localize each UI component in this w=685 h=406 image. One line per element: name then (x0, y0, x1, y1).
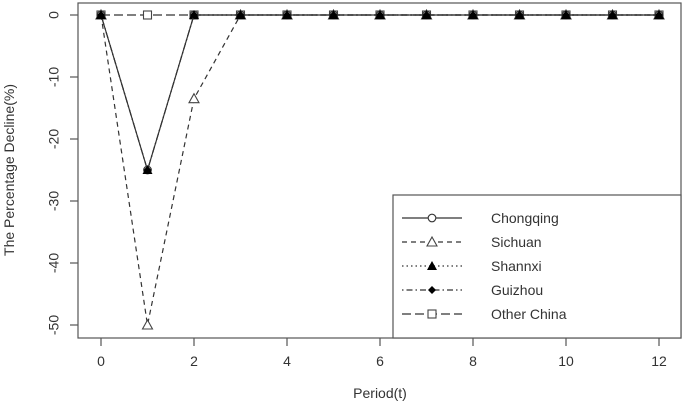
diamond-marker-icon (562, 11, 570, 19)
legend-label: Guizhou (491, 282, 543, 298)
legend-item: Sichuan (402, 234, 542, 250)
series-chongqing (96, 10, 664, 175)
legend-label: Chongqing (491, 210, 559, 226)
triangle-marker-icon (188, 92, 200, 104)
square-marker-icon (142, 10, 153, 20)
series-group (95, 8, 665, 330)
x-tick-label: 0 (97, 353, 105, 369)
y-tick-label: -20 (46, 129, 62, 149)
series-guizhou (97, 11, 663, 174)
legend-item: Other China (402, 306, 567, 322)
legend: Chongqing Sichuan Shannxi Guizhou Other Chin… (392, 194, 682, 339)
legend-item: Shannxi (402, 258, 542, 274)
y-tick-label: -50 (46, 315, 62, 335)
x-axis-label: Period(t) (353, 385, 407, 401)
filled-triangle-marker-icon (427, 261, 437, 270)
y-tick-label: -10 (46, 67, 62, 87)
triangle-marker-icon (426, 235, 438, 247)
diamond-marker-icon (376, 11, 384, 19)
square-marker-icon (427, 309, 437, 319)
y-tick-label: -30 (46, 191, 62, 211)
diamond-marker-icon (97, 11, 105, 19)
series-shannxi (96, 10, 664, 174)
x-tick-label: 6 (376, 353, 384, 369)
diamond-marker-icon (329, 11, 338, 19)
legend-item: Guizhou (402, 282, 543, 298)
diamond-marker-icon (515, 11, 524, 19)
diamond-marker-icon (422, 11, 431, 19)
diamond-marker-icon (143, 166, 152, 174)
diamond-marker-icon (608, 11, 617, 19)
legend-label: Shannxi (491, 258, 542, 274)
x-tick-label: 12 (651, 353, 667, 369)
y-tick-label: 0 (46, 11, 62, 19)
x-axis: 0 2 4 6 8 10 12 (97, 338, 667, 369)
diamond-marker-icon (190, 11, 198, 19)
x-tick-label: 4 (283, 353, 291, 369)
diamond-marker-icon (469, 11, 477, 19)
circle-marker-icon (427, 213, 437, 223)
triangle-marker-icon (141, 318, 154, 330)
diamond-marker-icon (428, 286, 436, 294)
x-tick-label: 2 (190, 353, 198, 369)
legend-label: Sichuan (491, 234, 542, 250)
y-tick-label: -40 (46, 253, 62, 273)
diamond-marker-icon (236, 11, 245, 19)
y-axis-label: The Percentage Decline(%) (1, 84, 17, 256)
x-tick-label: 8 (469, 353, 477, 369)
diamond-marker-icon (283, 11, 291, 19)
diamond-marker-icon (655, 11, 663, 19)
y-axis: 0 -10 -20 -30 -40 -50 (46, 11, 78, 335)
x-tick-label: 10 (558, 353, 574, 369)
legend-item: Chongqing (402, 210, 559, 226)
legend-label: Other China (491, 306, 567, 322)
